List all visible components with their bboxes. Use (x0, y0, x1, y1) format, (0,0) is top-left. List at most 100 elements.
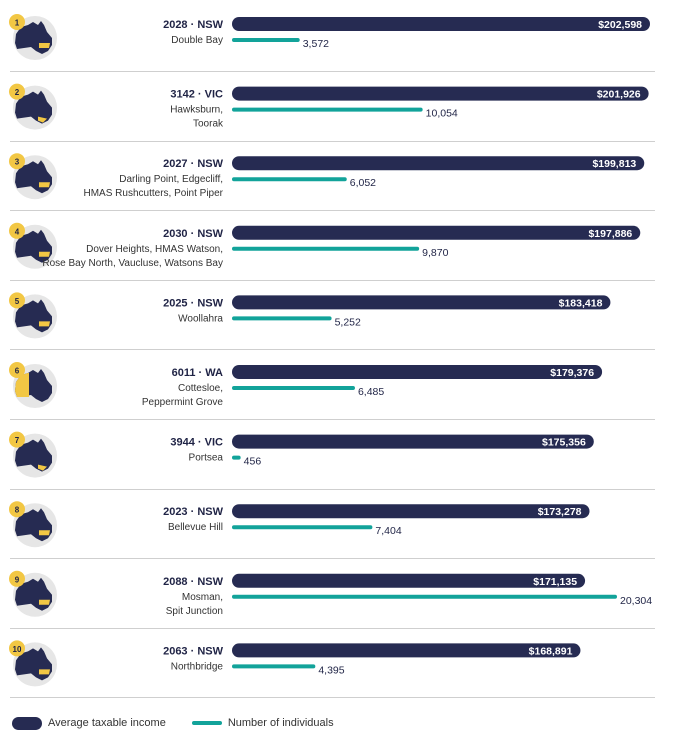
legend-count-swatch (191, 721, 222, 725)
australia-map-nsw-highlight-icon (13, 224, 57, 269)
individuals-bar (232, 246, 420, 251)
australia-map-vic-highlight-icon (13, 433, 57, 478)
suburb-label: Spit Junction (166, 606, 223, 617)
australia-map-wa-highlight-icon (13, 364, 57, 408)
suburb-label: Double Bay (171, 35, 223, 46)
australia-map-nsw-highlight-icon (13, 294, 57, 339)
suburb-label: HMAS Rushcutters, Point Piper (84, 188, 224, 199)
rank-number: 9 (15, 575, 20, 584)
legend-income-swatch (12, 716, 42, 730)
income-bar (232, 434, 594, 449)
postcode-label: 3142 · VIC (170, 89, 223, 101)
rank-number: 8 (15, 506, 20, 515)
australia-shape (15, 438, 52, 472)
legend-count-label: Number of individuals (227, 717, 334, 729)
suburb-label: Darling Point, Edgecliff, (119, 174, 223, 185)
suburb-label: Woollahra (178, 313, 223, 324)
postcode-label: 2025 · NSW (163, 297, 224, 309)
state-highlight (39, 530, 50, 536)
australia-shape (15, 90, 52, 124)
rank-badge (9, 570, 25, 587)
suburb-label: Peppermint Grove (142, 397, 224, 408)
state-highlight (39, 599, 50, 605)
australia-map-vic-highlight-icon (13, 85, 57, 130)
income-value-label: $197,886 (588, 228, 632, 240)
suburb-label: Dover Heights, HMAS Watson, (86, 244, 223, 255)
income-value-label: $173,278 (538, 506, 582, 518)
individuals-value-label: 3,572 (303, 38, 329, 50)
income-bar (232, 225, 641, 240)
income-value-label: $175,356 (542, 437, 586, 449)
individuals-value-label: 7,404 (375, 525, 401, 537)
australia-map-nsw-highlight-icon (13, 16, 57, 60)
income-bar (232, 17, 650, 31)
chart-row: 7 3944 · VIC Portsea $175,356 456 (9, 431, 655, 490)
income-bar (232, 573, 586, 588)
individuals-value-label: 4,395 (318, 664, 344, 676)
chart-row: 3 2027 · NSW Darling Point, Edgecliff, HMAS… (9, 153, 655, 211)
rank-badge (9, 83, 25, 100)
individuals-value-label: 456 (244, 456, 262, 468)
suburb-label: Hawksburn, (170, 105, 223, 116)
rank-badge (9, 362, 25, 378)
individuals-value-label: 10,054 (426, 108, 458, 120)
income-value-label: $171,135 (533, 576, 577, 588)
suburb-label: Cottesloe, (178, 383, 223, 394)
rank-number: 1 (15, 19, 20, 28)
chart-row: 9 2088 · NSW Mosman, Spit Junction $171,135 2… (9, 570, 655, 629)
suburb-label: Rose Bay North, Vaucluse, Watsons Bay (42, 258, 223, 269)
postcode-label: 2088 · NSW (163, 576, 224, 588)
income-bar (232, 365, 603, 379)
australia-map-nsw-highlight-icon (13, 155, 57, 200)
individuals-bar (232, 664, 316, 669)
rank-badge (9, 501, 25, 518)
individuals-bar (232, 455, 241, 460)
state-highlight (38, 116, 47, 123)
suburb-label: Northbridge (171, 661, 224, 672)
individuals-bar (232, 316, 332, 321)
suburb-label: Portsea (189, 453, 224, 464)
chart-row: 8 2023 · NSW Bellevue Hill $173,278 7,404 (9, 501, 655, 559)
legend: Average taxable income Number of individ… (12, 714, 334, 732)
state-highlight (39, 669, 50, 675)
state-highlight (39, 251, 50, 257)
australia-map-nsw-highlight-icon (13, 572, 57, 617)
legend-income-label: Average taxable income (48, 717, 166, 729)
rank-badge (9, 292, 25, 309)
rank-number: 10 (13, 645, 22, 654)
individuals-bar (232, 386, 355, 390)
individuals-value-label: 6,052 (350, 177, 376, 189)
australia-map-nsw-highlight-icon (13, 503, 57, 548)
state-highlight (39, 182, 50, 188)
state-highlight (15, 373, 29, 397)
rank-number: 3 (15, 158, 20, 167)
income-value-label: $179,376 (550, 367, 594, 379)
income-bar (232, 643, 581, 658)
income-bar (232, 156, 645, 171)
rank-badge (9, 640, 25, 657)
suburb-label: Toorak (193, 119, 224, 130)
postcode-label: 2063 · NSW (163, 645, 224, 657)
chart-row: 1 2028 · NSW Double Bay $202,598 3,572 (9, 14, 655, 72)
individuals-bar (232, 38, 300, 42)
postcode-label: 2027 · NSW (163, 158, 224, 170)
individuals-bar (232, 594, 617, 599)
income-bar (232, 504, 590, 519)
postcode-label: 2030 · NSW (163, 228, 224, 240)
chart-row: 2 3142 · VIC Hawksburn, Toorak $201,926 10,05… (9, 83, 655, 142)
individuals-value-label: 9,870 (422, 247, 448, 259)
australia-map-nsw-highlight-icon (13, 642, 57, 687)
postcode-label: 3944 · VIC (170, 437, 223, 449)
state-highlight (39, 321, 50, 327)
state-highlight (38, 464, 47, 471)
rank-badge (9, 14, 25, 30)
chart-row: 4 2030 · NSW Dover Heights, HMAS Watson, Ro… (9, 222, 655, 281)
rank-number: 5 (15, 297, 20, 306)
rank-badge (9, 431, 25, 448)
rank-number: 2 (15, 88, 20, 97)
rank-number: 6 (15, 367, 20, 376)
suburb-label: Mosman, (182, 592, 223, 603)
income-bar (232, 86, 649, 101)
chart-row: 5 2025 · NSW Woollahra $183,418 5,252 (9, 292, 655, 350)
rank-badge (9, 222, 25, 239)
